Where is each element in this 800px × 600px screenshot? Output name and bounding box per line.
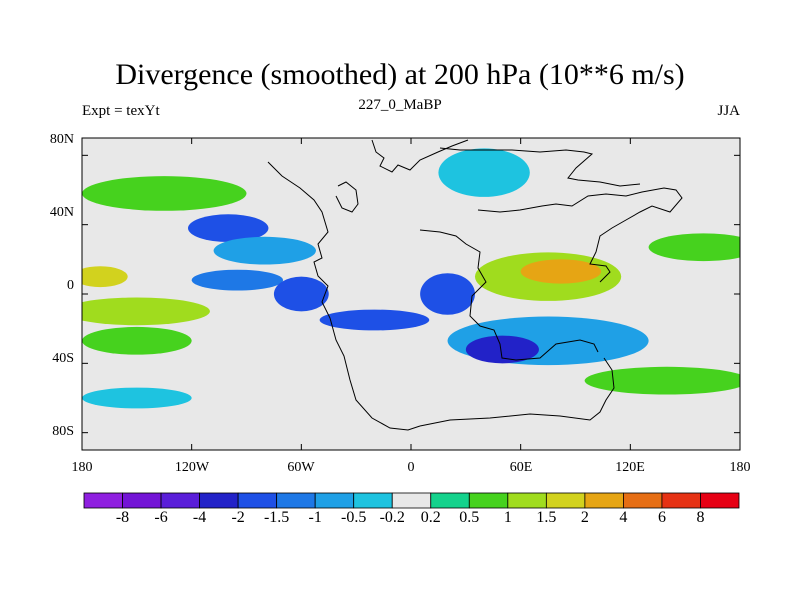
divergence-region-2 (191, 269, 284, 291)
xtick-180w: 180 (71, 460, 93, 475)
divergence-region-3 (273, 276, 329, 312)
colorbar-swatch-16 (700, 492, 740, 509)
xtick-120e: 120E (615, 460, 645, 475)
colorbar-swatch-12 (545, 492, 586, 509)
colorbar-label: -2 (231, 509, 245, 526)
divergence-region-16 (82, 387, 192, 409)
colorbar-swatch-9 (430, 492, 470, 509)
xtick-0: 0 (407, 460, 415, 475)
divergence-region-10 (82, 297, 210, 326)
time-label: 227_0_MaBP (358, 97, 442, 113)
colorbar-swatch-1 (122, 492, 162, 509)
colorbar-swatch-11 (507, 492, 547, 509)
colorbar-label: -1 (308, 509, 322, 526)
divergence-region-12 (82, 176, 247, 211)
coastline-africa (419, 229, 599, 361)
colorbar-label: 1.5 (536, 509, 557, 526)
xtick-60e: 60E (509, 460, 533, 475)
plot-title: Divergence (smoothed) at 200 hPa (10**6 … (115, 58, 685, 91)
colorbar-label: 0.2 (420, 509, 441, 526)
divergence-region-7 (465, 335, 539, 364)
xtick-120w: 120W (174, 460, 210, 475)
divergence-region-1 (213, 236, 316, 265)
coastline-americas (267, 161, 421, 431)
colorbar-swatch-8 (391, 492, 432, 509)
divergence-region-4 (420, 273, 475, 315)
xtick-60w: 60W (287, 460, 315, 475)
divergence-region-14 (648, 233, 740, 262)
colorbar-swatch-15 (661, 492, 701, 509)
colorbar-label: 8 (696, 509, 705, 526)
colorbar-label: -6 (154, 509, 168, 526)
colorbar-swatch-2 (160, 492, 200, 509)
ytick-40s: 40S (52, 351, 74, 366)
coastline-asia-north (439, 147, 641, 187)
colorbar-swatch-4 (237, 492, 278, 509)
ytick-80s: 80S (52, 424, 74, 439)
divergence-region-5 (319, 309, 430, 331)
ytick-40n: 40N (49, 205, 74, 220)
divergence-region-9 (520, 259, 602, 284)
coastline-southern (419, 357, 615, 427)
colorbar-swatch-5 (276, 492, 316, 509)
colorbar-swatch-13 (584, 492, 624, 509)
coastline-asia (477, 187, 683, 283)
colorbar-swatch-0 (83, 492, 123, 509)
colorbar-swatch-7 (353, 492, 393, 509)
colorbar-label: -4 (192, 509, 207, 526)
colorbar-label: 2 (580, 509, 589, 526)
colorbar-label: -8 (115, 509, 130, 526)
colorbar-label: 1 (503, 509, 512, 526)
colorbar-label: -1.5 (263, 509, 290, 526)
coastline-africa-europe (371, 139, 469, 173)
xtick-180e: 180 (729, 460, 751, 475)
colorbar-label: -0.2 (379, 509, 405, 526)
divergence-region-15 (82, 266, 128, 288)
season-label: JJA (717, 103, 740, 119)
divergence-region-11 (82, 326, 192, 355)
colorbar-swatch-3 (199, 492, 239, 509)
colorbar-swatch-6 (314, 492, 355, 509)
colorbar-label: -0.5 (341, 509, 367, 526)
colorbar-label: 0.5 (459, 509, 480, 526)
experiment-label: Expt = texYt (82, 103, 160, 119)
colorbar-label: 6 (657, 509, 666, 526)
divergence-region-13 (438, 148, 530, 197)
ytick-0: 0 (67, 278, 74, 293)
coastline-greenland (335, 181, 359, 213)
colorbar-swatch-14 (623, 492, 663, 509)
colorbar-swatch-10 (468, 492, 509, 509)
divergence-region-0 (188, 214, 269, 242)
colorbar-label: 4 (619, 509, 628, 526)
divergence-region-17 (584, 366, 740, 395)
ytick-80n: 80N (49, 132, 74, 147)
